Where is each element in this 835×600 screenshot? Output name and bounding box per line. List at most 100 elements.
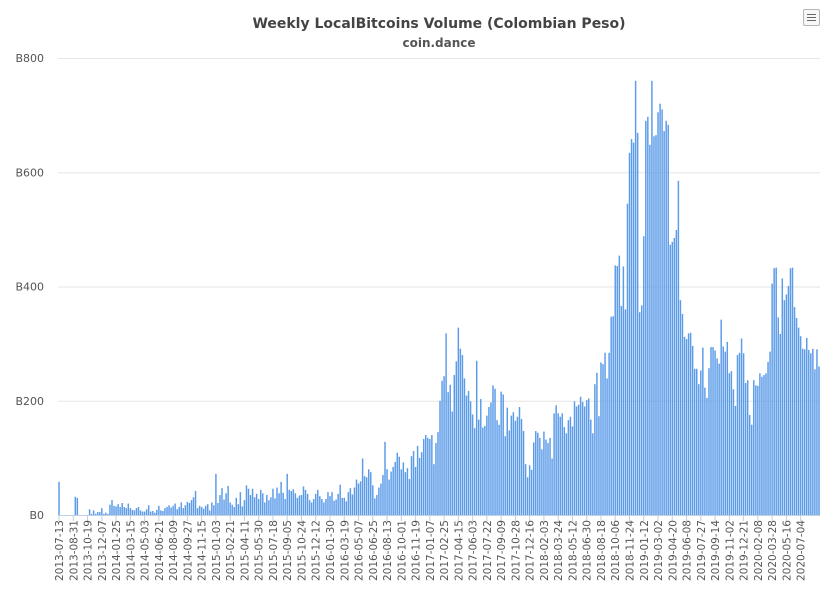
y-tick-label: B400 [15,281,44,294]
bar [541,449,543,515]
bar [392,467,394,515]
x-tick-label: 2018-02-03 [539,520,551,581]
bar [365,477,368,515]
bar [810,353,812,515]
bar [712,347,714,515]
bar [278,493,280,515]
bar [145,509,148,515]
bar [141,511,144,515]
bar [88,509,91,515]
bar [520,419,523,515]
x-tick-label: 2015-01-03 [211,520,223,581]
bar [671,241,674,515]
bar [194,491,197,515]
bar [636,132,639,515]
x-tick-label: 2017-07-22 [482,520,494,581]
menu-icon-line [807,20,816,21]
bar [545,439,547,515]
bar [581,401,584,515]
bar [738,352,741,515]
x-tick-label: 2016-03-19 [339,520,351,581]
bar [524,464,527,515]
bar [243,500,246,515]
bar [539,437,541,515]
bar [710,347,712,515]
bar [789,268,792,515]
bar [445,333,447,515]
bar [270,497,272,515]
bar [343,497,345,515]
bar [706,397,708,515]
y-tick-label: B600 [15,166,44,179]
bar [773,268,775,515]
bar [577,404,580,515]
bar [795,317,798,515]
x-tick-label: 2019-11-02 [724,520,736,581]
bar [585,400,588,515]
bar [99,512,101,515]
bar [561,413,563,515]
x-tick-label: 2017-12-16 [525,520,537,581]
bar [551,458,553,515]
bar [702,347,704,515]
bar [174,503,176,515]
bar [202,508,205,515]
bar [335,499,337,515]
bar [319,496,321,515]
bar [693,368,696,515]
bar [755,385,757,515]
bar [482,427,484,515]
bar [463,378,466,515]
bar [498,424,500,515]
bar [355,479,358,515]
bar [370,472,372,515]
bar [410,456,413,515]
bar [105,512,107,515]
bar [547,443,549,515]
bar [257,499,260,515]
bar [516,416,519,515]
bar [518,407,521,515]
bar [372,485,374,515]
x-tick-label: 2020-07-04 [796,520,808,581]
bar [294,493,297,515]
bar [133,510,136,515]
bar [380,483,382,515]
bar [643,236,645,516]
bar [111,500,113,515]
bar [461,355,464,515]
bar [598,416,600,515]
bar [563,427,566,515]
bar [765,373,767,515]
bar [422,439,425,515]
bar [659,103,661,515]
bar [284,499,286,515]
bar [223,499,225,515]
bar [188,503,191,515]
bar [569,416,572,515]
bar [192,497,195,515]
bar [396,452,398,515]
bar [327,492,329,515]
bar [691,345,694,515]
bar [164,508,166,515]
chart-menu-button[interactable] [803,9,820,26]
bar [791,267,794,515]
bar [129,508,132,515]
bar [718,363,720,515]
bar [526,477,529,515]
bar [771,283,773,515]
bar [812,348,814,515]
bar [147,505,150,515]
bar [264,502,266,515]
x-tick-label: 2018-08-18 [596,520,608,581]
bar [300,495,303,515]
bar [555,405,557,515]
bar [614,265,616,515]
bar [783,300,786,515]
bar [677,180,680,515]
x-tick-label: 2019-04-20 [667,520,679,581]
bar [113,505,115,515]
